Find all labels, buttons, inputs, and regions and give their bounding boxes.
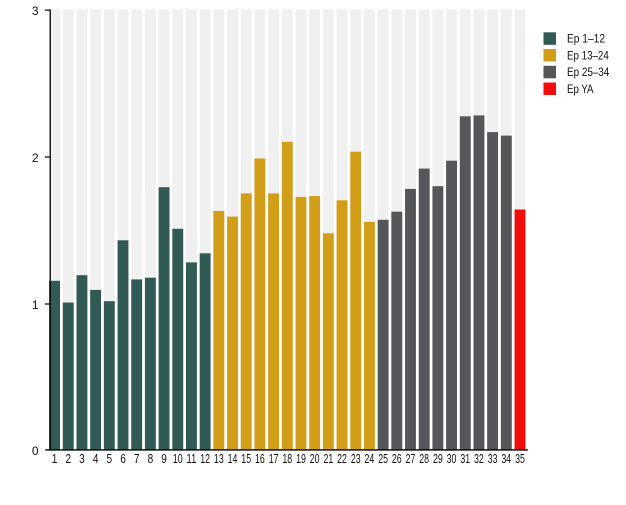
svg-text:21: 21 [323, 452, 333, 466]
svg-text:4: 4 [93, 452, 99, 466]
svg-text:2: 2 [32, 151, 39, 165]
svg-text:27: 27 [406, 452, 416, 466]
svg-text:32: 32 [474, 452, 484, 466]
svg-text:16: 16 [255, 452, 265, 466]
svg-text:23: 23 [351, 452, 361, 466]
svg-text:9: 9 [161, 452, 167, 466]
svg-text:19: 19 [296, 452, 306, 466]
svg-text:17: 17 [269, 452, 279, 466]
svg-text:26: 26 [392, 452, 402, 466]
svg-text:12: 12 [200, 452, 210, 466]
svg-text:13: 13 [214, 452, 224, 466]
svg-text:Ep YA: Ep YA [567, 82, 594, 96]
svg-text:1: 1 [52, 452, 58, 466]
svg-text:Ep 13–24: Ep 13–24 [567, 48, 609, 62]
svg-text:0: 0 [32, 444, 39, 458]
svg-text:28: 28 [419, 452, 429, 466]
svg-text:3: 3 [79, 452, 85, 466]
svg-text:18: 18 [282, 452, 292, 466]
svg-text:7: 7 [134, 452, 140, 466]
svg-text:25: 25 [378, 452, 388, 466]
svg-text:35: 35 [515, 452, 525, 466]
svg-text:24: 24 [365, 452, 375, 466]
svg-text:30: 30 [447, 452, 457, 466]
svg-text:22: 22 [337, 452, 347, 466]
svg-text:6: 6 [120, 452, 126, 466]
svg-text:3: 3 [32, 4, 39, 18]
svg-text:Ep 25–34: Ep 25–34 [567, 65, 610, 79]
svg-text:29: 29 [433, 452, 443, 466]
svg-text:1: 1 [32, 298, 39, 312]
svg-text:11: 11 [187, 452, 197, 466]
svg-text:10: 10 [173, 452, 183, 466]
svg-text:33: 33 [488, 452, 498, 466]
svg-text:20: 20 [310, 452, 320, 466]
svg-text:5: 5 [107, 452, 113, 466]
svg-text:14: 14 [228, 452, 238, 466]
svg-text:34: 34 [501, 452, 511, 466]
svg-text:2: 2 [65, 452, 71, 466]
svg-text:15: 15 [241, 452, 251, 466]
svg-text:8: 8 [148, 452, 154, 466]
svg-text:Ep 1–12: Ep 1–12 [567, 32, 605, 46]
svg-text:31: 31 [460, 452, 470, 466]
